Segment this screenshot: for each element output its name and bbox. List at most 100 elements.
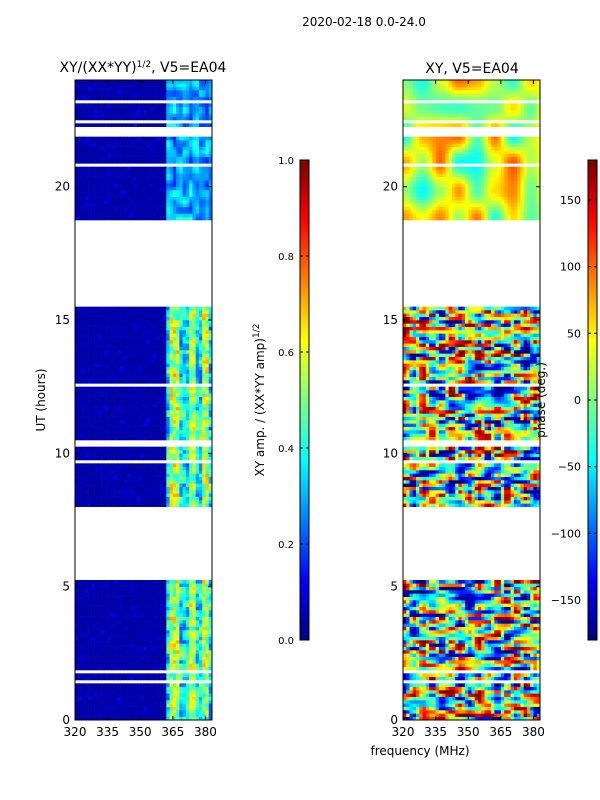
heatmap-cell bbox=[84, 350, 89, 354]
heatmap-cell bbox=[133, 480, 138, 484]
heatmap-cell bbox=[179, 686, 183, 691]
heatmap-cell bbox=[172, 493, 177, 497]
heatmap-cell bbox=[78, 500, 82, 504]
heatmap-cell bbox=[84, 140, 89, 144]
heatmap-cell bbox=[91, 386, 95, 391]
heatmap-cell bbox=[192, 683, 196, 687]
heatmap-cell bbox=[153, 630, 157, 634]
heatmap-cell bbox=[185, 393, 190, 397]
heatmap-cell bbox=[176, 336, 180, 341]
heatmap-cell bbox=[94, 316, 99, 321]
heatmap-cell bbox=[140, 210, 144, 214]
heatmap-cell bbox=[88, 386, 92, 391]
heatmap-cell bbox=[75, 606, 79, 611]
heatmap-cell bbox=[189, 603, 193, 607]
heatmap-cell bbox=[120, 640, 125, 644]
heatmap-cell bbox=[101, 406, 105, 411]
heatmap-cell bbox=[156, 173, 161, 177]
heatmap-cell bbox=[75, 673, 79, 677]
heatmap-cell bbox=[182, 203, 187, 207]
heatmap-cell bbox=[120, 410, 125, 414]
heatmap-cell bbox=[101, 196, 105, 201]
heatmap-cell bbox=[198, 693, 203, 697]
heatmap-cell bbox=[136, 173, 141, 177]
heatmap-cell bbox=[163, 426, 167, 431]
heatmap-cell bbox=[205, 416, 210, 421]
heatmap-cell bbox=[88, 333, 92, 337]
heatmap-cell bbox=[143, 400, 148, 404]
heatmap-cell bbox=[114, 320, 118, 324]
heatmap-cell bbox=[104, 706, 108, 711]
heatmap-cell bbox=[163, 173, 167, 177]
heatmap-cell bbox=[120, 616, 125, 621]
heatmap-cell bbox=[185, 616, 190, 621]
heatmap-cell bbox=[88, 210, 92, 214]
heatmap-cell bbox=[169, 660, 174, 664]
heatmap-cell bbox=[117, 656, 121, 661]
heatmap-cell bbox=[163, 646, 167, 651]
heatmap-cell bbox=[97, 603, 102, 607]
heatmap-cell bbox=[114, 153, 118, 157]
heatmap-cell bbox=[104, 586, 108, 591]
heatmap-cell bbox=[163, 700, 167, 704]
heatmap-cell bbox=[176, 710, 180, 714]
heatmap-cell bbox=[192, 666, 196, 671]
heatmap-cell bbox=[169, 673, 174, 677]
heatmap-cell bbox=[117, 463, 121, 467]
heatmap-cell bbox=[156, 143, 161, 147]
heatmap-cell bbox=[127, 466, 131, 471]
heatmap-cell bbox=[143, 653, 148, 657]
heatmap-cell bbox=[150, 586, 154, 591]
heatmap-cell bbox=[84, 486, 89, 491]
heatmap-cell bbox=[146, 596, 151, 601]
heatmap-cell bbox=[195, 363, 200, 367]
heatmap-cell bbox=[143, 323, 148, 327]
heatmap-cell bbox=[130, 483, 135, 487]
heatmap-cell bbox=[163, 603, 167, 607]
heatmap-cell bbox=[176, 643, 180, 647]
heatmap-cell bbox=[156, 713, 161, 717]
heatmap-cell bbox=[84, 430, 89, 434]
heatmap-cell bbox=[88, 483, 92, 487]
heatmap-cell bbox=[130, 203, 135, 207]
heatmap-cell bbox=[84, 613, 89, 617]
heatmap-cell bbox=[107, 390, 112, 394]
heatmap-cell bbox=[182, 713, 187, 717]
heatmap-cell bbox=[169, 313, 174, 317]
heatmap-cell bbox=[133, 490, 138, 494]
heatmap-cell bbox=[156, 203, 161, 207]
heatmap-cell bbox=[153, 616, 157, 621]
heatmap-cell bbox=[140, 370, 144, 374]
heatmap-cell bbox=[123, 206, 128, 211]
heatmap-cell bbox=[94, 696, 99, 701]
heatmap-cell bbox=[198, 463, 203, 467]
heatmap-cell bbox=[163, 206, 167, 211]
heatmap-cell bbox=[120, 673, 125, 677]
heatmap-cell bbox=[120, 313, 125, 317]
heatmap-cell bbox=[84, 166, 89, 171]
heatmap-cell bbox=[78, 456, 82, 461]
heatmap-cell bbox=[91, 390, 95, 394]
heatmap-cell bbox=[143, 330, 148, 334]
heatmap-cell bbox=[172, 140, 177, 144]
heatmap-cell bbox=[94, 430, 99, 434]
heatmap-cell bbox=[123, 393, 128, 397]
heatmap-cell bbox=[130, 463, 135, 467]
heatmap-cell bbox=[153, 203, 157, 207]
heatmap-cell bbox=[146, 216, 151, 221]
heatmap-cell bbox=[136, 356, 141, 361]
heatmap-cell bbox=[208, 216, 213, 221]
heatmap-cell bbox=[205, 213, 210, 217]
heatmap-cell bbox=[117, 710, 121, 714]
heatmap-cell bbox=[133, 656, 138, 661]
heatmap-cell bbox=[172, 186, 177, 191]
heatmap-cell bbox=[205, 656, 210, 661]
heatmap-cell bbox=[104, 606, 108, 611]
heatmap-cell bbox=[169, 593, 174, 597]
heatmap-cell bbox=[101, 676, 105, 681]
heatmap-cell bbox=[97, 203, 102, 207]
heatmap-cell bbox=[104, 696, 108, 701]
heatmap-cell bbox=[88, 630, 92, 634]
heatmap-cell bbox=[120, 420, 125, 424]
heatmap-cell bbox=[101, 490, 105, 494]
